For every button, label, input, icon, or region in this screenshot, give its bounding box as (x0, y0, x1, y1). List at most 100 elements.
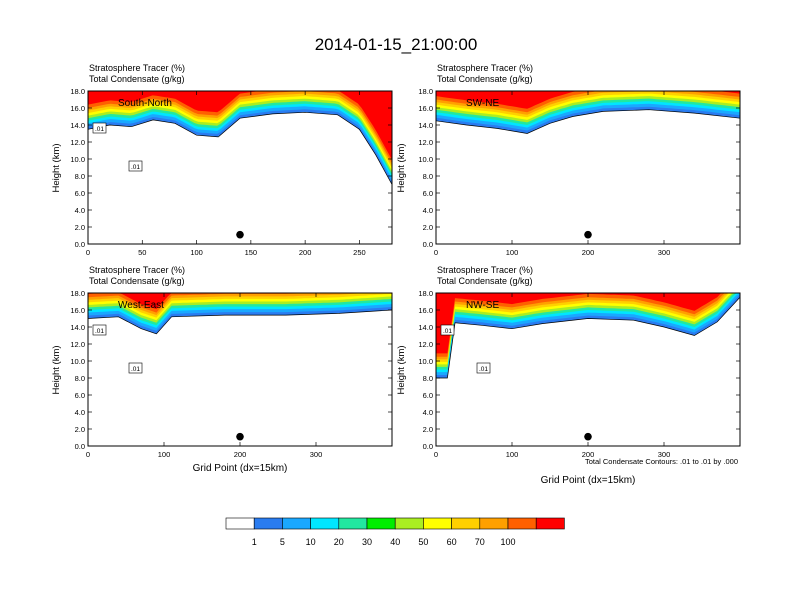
y-tick-label: 12.0 (70, 138, 85, 147)
direction-label: West-East (118, 300, 164, 311)
colorbar-label: 20 (334, 537, 344, 547)
plot-frame (87, 90, 393, 245)
x-tick-label: 300 (658, 248, 671, 257)
y-axis-label: Height (km) (396, 143, 407, 192)
y-tick-label: 4.0 (423, 206, 433, 215)
x-tick-label: 300 (658, 450, 671, 459)
y-tick-label: 4.0 (423, 408, 433, 417)
location-marker (236, 432, 244, 441)
panel-subtitle-line1: Stratosphere Tracer (%) (437, 265, 533, 275)
x-tick-label: 0 (86, 248, 90, 257)
y-tick-label: 2.0 (423, 223, 433, 232)
colorbar-label: 10 (306, 537, 316, 547)
y-tick-label: 14.0 (70, 323, 85, 332)
tracer-band-3 (88, 91, 392, 176)
colorbar-label: 5 (280, 537, 285, 547)
colorbar-label: 100 (500, 537, 515, 547)
colorbar-swatch (479, 517, 509, 530)
contour-label-box (92, 324, 107, 336)
panel-nw-se: Stratosphere Tracer (%) Total Condensate… (396, 265, 741, 486)
x-tick-label: 100 (190, 248, 203, 257)
colorbar-swatch (394, 517, 424, 530)
colorbar-label: 30 (362, 537, 372, 547)
x-tick-label: 100 (158, 450, 171, 459)
y-tick-label: 16.0 (418, 104, 433, 113)
y-tick-label: 4.0 (75, 206, 85, 215)
panel-subtitle-line1: Stratosphere Tracer (%) (89, 265, 185, 275)
y-tick-label: 6.0 (423, 189, 433, 198)
colorbar-swatch (225, 517, 255, 530)
colorbar-label: 1 (252, 537, 257, 547)
tracer-band-9 (88, 293, 392, 310)
colorbar-label: 70 (475, 537, 485, 547)
y-tick-label: 10.0 (70, 155, 85, 164)
y-axis-label: Height (km) (51, 143, 62, 192)
colorbar-swatch (451, 517, 481, 530)
y-tick-label: 10.0 (418, 357, 433, 366)
contour-label-box (440, 324, 455, 336)
condensate-contour (87, 309, 393, 335)
panel-subtitle-line2: Total Condensate (g/kg) (89, 276, 185, 286)
panel-west-east: Stratosphere Tracer (%) Total Condensate… (51, 265, 393, 474)
x-axis-label: Grid Point (dx=15km) (541, 475, 636, 486)
colorbar-swatch (423, 517, 452, 530)
x-tick-label: 200 (582, 450, 595, 459)
contour-label: .01 (131, 366, 140, 373)
y-tick-label: 0.0 (75, 240, 85, 249)
panel-subtitle-line1: Stratosphere Tracer (%) (437, 63, 533, 73)
panel-subtitle-line2: Total Condensate (g/kg) (437, 276, 533, 286)
x-tick-label: 200 (234, 450, 247, 459)
x-tick-label: 50 (138, 248, 146, 257)
y-tick-label: 16.0 (70, 306, 85, 315)
colorbar-swatch (310, 517, 340, 530)
y-tick-label: 2.0 (423, 425, 433, 434)
y-tick-label: 14.0 (418, 323, 433, 332)
panel-sw-ne: Stratosphere Tracer (%) Total Condensate… (396, 63, 741, 257)
location-marker (236, 230, 244, 239)
panel-subtitle-line1: Stratosphere Tracer (%) (89, 63, 185, 73)
panel-subtitle-line2: Total Condensate (g/kg) (437, 74, 533, 84)
y-tick-label: 6.0 (75, 391, 85, 400)
x-tick-label: 100 (506, 248, 519, 257)
y-tick-label: 18.0 (70, 87, 85, 96)
contour-label-box (476, 362, 491, 374)
colorbar: 1 5 10 20 30 40 50 60 70 100 (225, 517, 565, 547)
figure-title: 2014-01-15_21:00:00 (315, 35, 478, 54)
contour-label: .01 (95, 328, 104, 335)
y-tick-label: 8.0 (75, 172, 85, 181)
y-tick-label: 0.0 (75, 442, 85, 451)
colorbar-swatch (338, 517, 368, 530)
colorbar-label: 60 (447, 537, 457, 547)
contour-footnote: Total Condensate Contours: .01 to .01 by… (585, 457, 738, 466)
y-tick-label: 18.0 (418, 289, 433, 298)
tracer-band-7 (436, 293, 740, 360)
x-tick-label: 150 (245, 248, 258, 257)
y-tick-label: 10.0 (418, 155, 433, 164)
contour-label-box (128, 362, 143, 374)
colorbar-swatch (535, 517, 565, 530)
colorbar-swatch (253, 517, 283, 530)
contour-label: .01 (443, 328, 452, 335)
y-tick-label: 2.0 (75, 425, 85, 434)
y-tick-label: 16.0 (70, 104, 85, 113)
contour-label: .01 (131, 164, 140, 171)
colorbar-swatch (507, 517, 537, 530)
direction-label: NW-SE (466, 300, 499, 311)
x-tick-label: 300 (310, 450, 323, 459)
y-tick-label: 12.0 (70, 340, 85, 349)
y-tick-label: 18.0 (418, 87, 433, 96)
contour-label-box (92, 122, 107, 134)
y-tick-label: 12.0 (418, 340, 433, 349)
contour-label: .01 (95, 126, 104, 133)
y-tick-label: 2.0 (75, 223, 85, 232)
x-tick-label: 0 (434, 450, 438, 459)
direction-label: South-North (118, 98, 172, 109)
colorbar-label: 40 (390, 537, 400, 547)
x-tick-label: 0 (434, 248, 438, 257)
y-tick-label: 8.0 (423, 374, 433, 383)
y-tick-label: 6.0 (423, 391, 433, 400)
x-tick-label: 0 (86, 450, 90, 459)
y-tick-label: 14.0 (70, 121, 85, 130)
condensate-contour (435, 109, 741, 134)
